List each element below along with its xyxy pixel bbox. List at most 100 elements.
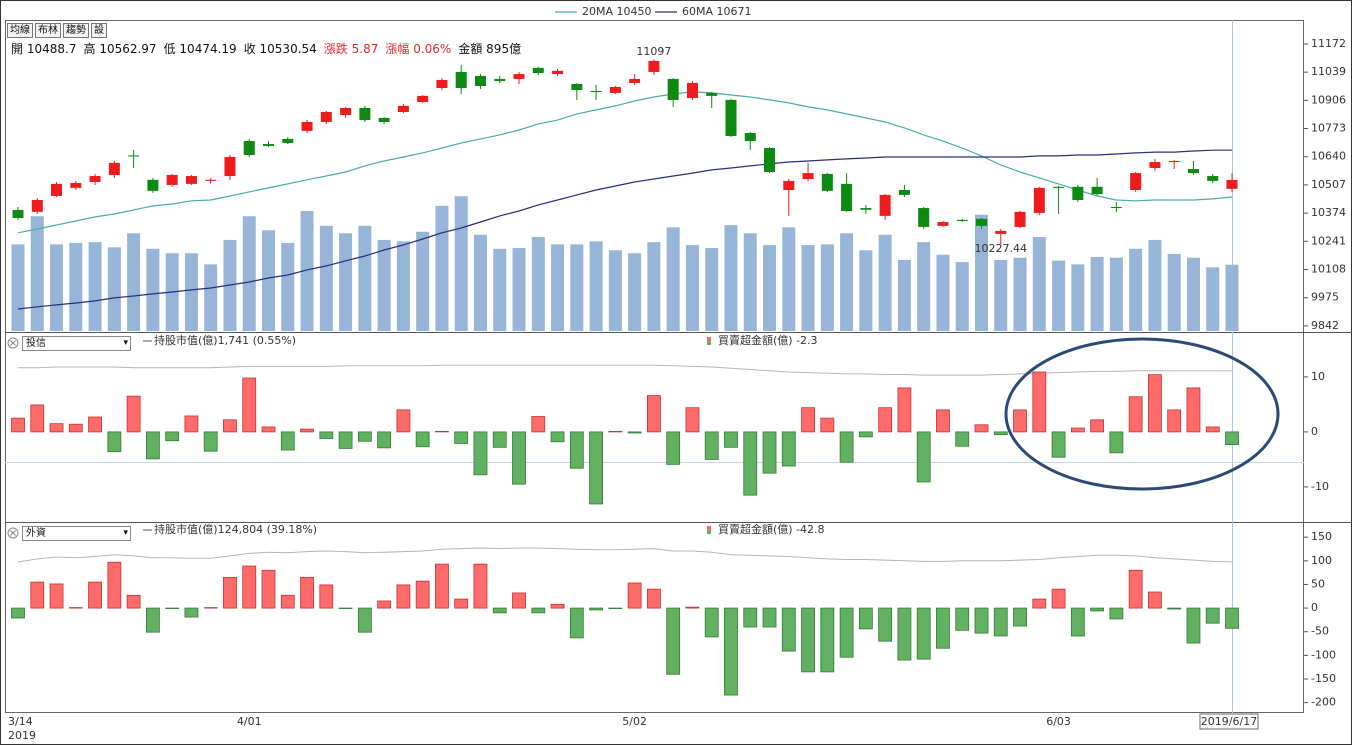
bar [396, 409, 411, 433]
candle-body [802, 173, 814, 179]
candle-body [648, 60, 660, 72]
volume-bar [204, 264, 218, 331]
bar [627, 431, 642, 434]
volume-bar [69, 242, 83, 331]
y-tick-label: 150 [1311, 530, 1332, 543]
close-icon[interactable] [7, 527, 19, 539]
volume-bar [107, 247, 121, 331]
candle-body [436, 79, 448, 89]
candle-body [474, 75, 486, 86]
info-value: 895億 [486, 42, 522, 56]
candle-body [686, 82, 698, 99]
legend-swatch [707, 337, 711, 341]
y-tick-label: -100 [1311, 648, 1336, 661]
volume-bar [801, 245, 815, 331]
bar [1032, 371, 1047, 433]
bar [126, 594, 141, 609]
toolbar: 均線 布林 趨勢設 [7, 23, 107, 38]
volume-bar [358, 225, 372, 331]
candle-body [31, 199, 43, 212]
legend-label: 買賣超金額(億) -42.8 [718, 522, 825, 536]
candle-body [725, 99, 737, 136]
info-label: 高 [83, 42, 96, 56]
volume-bar [878, 234, 892, 331]
y-tick-label: 10507 [1311, 178, 1346, 191]
candle-body [70, 183, 82, 188]
bar [974, 424, 989, 433]
toolbar-button[interactable]: 設 [91, 23, 107, 38]
candle-body [263, 144, 275, 146]
volume-bar [1206, 267, 1220, 331]
toolbar-button[interactable]: 布林 [35, 23, 61, 38]
x-year-label: 2019 [8, 729, 36, 742]
bar [184, 607, 199, 618]
bar [454, 431, 469, 444]
volume-bar [570, 244, 584, 331]
bar [1205, 426, 1220, 433]
info-item: 高 10562.97 [83, 42, 156, 56]
legend-label: 持股市值(億)1,741 (0.55%) [154, 333, 296, 347]
dropdown[interactable]: 外資 [22, 526, 131, 541]
candle-body [629, 78, 641, 83]
bar [280, 431, 295, 451]
volume-bar [396, 241, 410, 331]
volume-bar [974, 214, 988, 331]
volume-bar [859, 250, 873, 331]
bar [781, 607, 796, 652]
candle-body [879, 194, 891, 216]
plot-frame [5, 20, 1304, 713]
volume-bar [608, 250, 622, 331]
volume-bar [1090, 256, 1104, 331]
bar [936, 409, 950, 433]
volume-bar [1186, 257, 1200, 331]
candle-body [1207, 176, 1219, 181]
volume-bar [628, 253, 642, 331]
info-item: 漲幅 0.06% [385, 42, 451, 56]
volume-bar [454, 196, 468, 331]
toolbar-button[interactable]: 均線 [7, 23, 33, 38]
bar [993, 607, 1008, 637]
x-tick-label: 5/02 [622, 715, 647, 728]
y-tick-label: 10906 [1311, 93, 1346, 106]
info-item: 低 10474.19 [164, 42, 237, 56]
candle-body [764, 148, 776, 173]
bar [762, 607, 777, 628]
bar [531, 607, 546, 614]
bar [242, 565, 257, 609]
candle-body [282, 138, 294, 143]
volume-bar [936, 254, 950, 331]
bar [1109, 607, 1124, 620]
info-label: 開 [11, 42, 24, 56]
bar [589, 607, 603, 611]
x-tick-label: 6/03 [1046, 715, 1071, 728]
candle-body [860, 208, 872, 210]
bar [145, 607, 160, 633]
x-tick-label: 3/14 [8, 715, 33, 728]
candle-body [89, 176, 101, 182]
y-tick-label: 10108 [1311, 263, 1346, 276]
candle-body [166, 174, 178, 185]
toolbar-button[interactable]: 趨勢 [63, 23, 89, 38]
date-box [1199, 713, 1259, 730]
close-icon-x [10, 340, 16, 346]
bar [704, 607, 719, 638]
candle-body [783, 180, 795, 191]
volume-bar [666, 227, 680, 331]
bar [666, 607, 681, 675]
bar [1013, 409, 1027, 433]
bar [88, 416, 102, 433]
y-tick-label: 11039 [1311, 65, 1346, 78]
bar [396, 584, 411, 609]
bar [1128, 569, 1143, 609]
close-icon-x [10, 530, 16, 536]
bar [743, 431, 758, 496]
close-icon[interactable] [7, 337, 19, 349]
bar [820, 607, 835, 673]
bar [685, 407, 700, 433]
bar [801, 607, 815, 673]
bar [126, 395, 141, 433]
dropdown[interactable]: 投信 [22, 336, 131, 351]
bar [107, 431, 122, 453]
candle-body [609, 86, 621, 93]
y-tick-label: 9842 [1311, 319, 1339, 332]
